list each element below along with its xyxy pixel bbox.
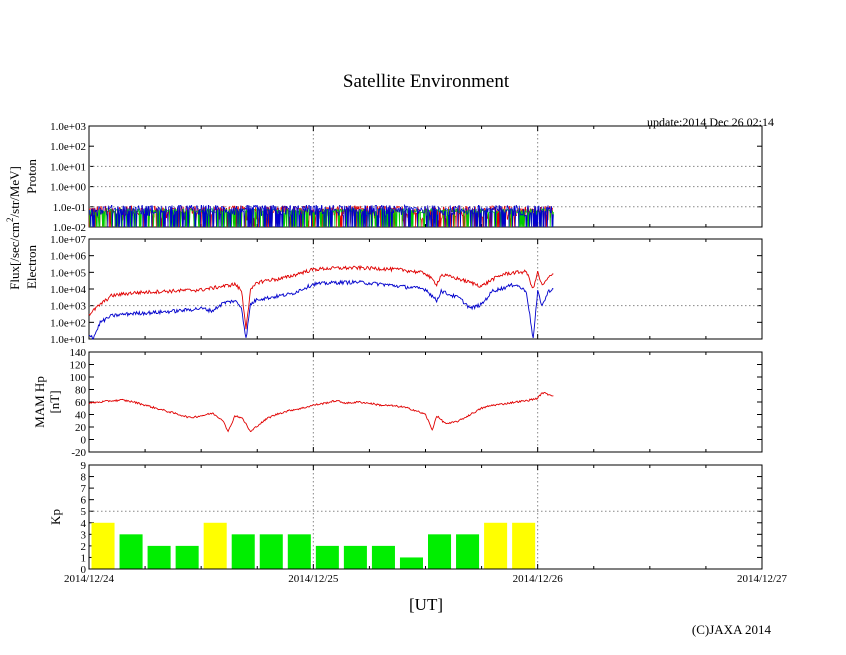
flux-label-main: Flux[/sec/cm <box>7 222 22 290</box>
kp-bar <box>203 522 227 569</box>
kp-bar <box>484 522 508 569</box>
panels: 1.0e-021.0e-011.0e+001.0e+011.0e+021.0e+… <box>24 121 788 585</box>
flux-label-sup: 2 <box>5 217 15 222</box>
magnetic-ytick-label: 120 <box>70 360 87 372</box>
proton-ytick-label: 1.0e+03 <box>50 121 86 133</box>
electron-ytick-label: 1.0e+03 <box>50 301 86 313</box>
kp-bar <box>119 534 143 569</box>
kp-bar <box>428 534 452 569</box>
chart-title: Satellite Environment <box>343 71 510 92</box>
electron-ytick-label: 1.0e+07 <box>50 234 86 246</box>
magnetic-axis-label: MAM Hp <box>32 376 47 428</box>
magnetic-ytick-label: 0 <box>81 435 87 447</box>
kp-frame-top <box>88 464 763 570</box>
x-tick-label: 2014/12/26 <box>513 573 564 585</box>
panel-electron: 1.0e+01 1.0e+02 1.0e+03 1.0e+04 1.0e+05 1.0e+… <box>24 234 763 346</box>
kp-ytick-label: 0 <box>81 564 87 576</box>
magnetic-axis-unit: [nT] <box>47 390 62 413</box>
electron-ytick-label: 1.0e+06 <box>50 251 86 263</box>
x-axis-label: [UT] <box>409 595 443 614</box>
proton-axis-label: Proton <box>24 159 39 194</box>
kp-bar <box>91 522 115 569</box>
kp-ytick-label: 8 <box>81 472 87 484</box>
x-tick-label: 2014/12/27 <box>737 573 788 585</box>
electron-ytick-label: 1.0e+02 <box>50 317 86 329</box>
flux-label-rest: /str/MeV] <box>7 166 22 217</box>
magnetic-ytick-label: 20 <box>75 422 87 434</box>
magnetic-ytick-label: 80 <box>75 385 87 397</box>
magnetic-ytick-label: 60 <box>75 397 87 409</box>
magnetic-ytick-label: 40 <box>75 410 87 422</box>
kp-bar <box>175 545 199 569</box>
kp-bar <box>343 545 367 569</box>
kp-bar <box>399 557 423 569</box>
kp-bar <box>512 522 536 569</box>
proton-blue-line <box>89 203 554 228</box>
electron-high-line <box>88 265 554 330</box>
electron-axis-label: Electron <box>24 244 39 289</box>
x-tick-label: 2014/12/25 <box>288 573 339 585</box>
magnetic-ytick-label: 140 <box>70 347 87 359</box>
panel-proton: 1.0e-02 1.0e-01 1.0e+00 1.0e+01 1.0e+02 1.0e+… <box>24 121 763 234</box>
kp-bar <box>231 534 255 569</box>
kp-bar <box>287 534 311 569</box>
magnetic-ytick-label: -20 <box>71 447 86 459</box>
hp-line <box>88 392 554 433</box>
kp-ytick-label: 5 <box>81 506 87 518</box>
kp-bar <box>371 545 395 569</box>
x-tick-label: 2014/12/24 <box>64 573 115 585</box>
kp-bar <box>456 534 480 569</box>
kp-axis-label: Kp <box>48 509 63 525</box>
kp-ytick-label: 9 <box>81 460 87 472</box>
kp-ytick-label: 2 <box>81 541 87 553</box>
proton-ytick-label: 1.0e-01 <box>53 202 86 214</box>
electron-ytick-label: 1.0e+05 <box>50 267 86 279</box>
kp-ytick-label: 3 <box>81 529 87 541</box>
proton-ytick-label: 1.0e+01 <box>50 161 86 173</box>
update-timestamp: update:2014 Dec 26 02:14 <box>647 115 774 129</box>
proton-ytick-label: 1.0e+02 <box>50 141 86 153</box>
kp-ytick-label: 6 <box>81 495 87 507</box>
magnetic-ytick-label: 100 <box>70 372 87 384</box>
flux-axis-label: Flux[/sec/cm2/str/MeV] <box>5 166 22 290</box>
kp-ytick-label: 4 <box>81 518 87 530</box>
magnetic-frame <box>88 351 763 453</box>
electron-ytick-label: 1.0e+01 <box>50 334 86 346</box>
kp-ytick-label: 7 <box>81 483 87 495</box>
proton-ytick-label: 1.0e-02 <box>53 222 86 234</box>
electron-ytick-label: 1.0e+04 <box>50 284 86 296</box>
copyright: (C)JAXA 2014 <box>692 622 772 637</box>
kp-ytick-label: 1 <box>81 552 87 564</box>
kp-bar <box>259 534 283 569</box>
electron-low-line <box>88 279 554 340</box>
proton-ytick-label: 1.0e+00 <box>50 182 86 194</box>
kp-bar <box>147 545 171 569</box>
kp-bar <box>315 545 339 569</box>
